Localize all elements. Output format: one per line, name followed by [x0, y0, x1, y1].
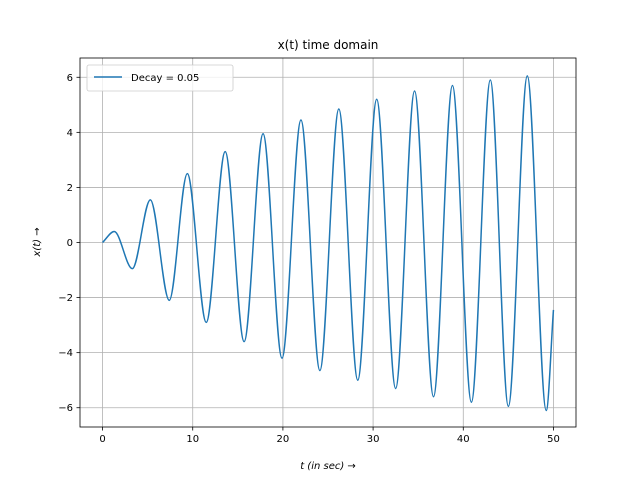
- x-tick-label: 50: [547, 434, 560, 445]
- y-tick-label: −6: [58, 403, 73, 414]
- x-tick-label: 30: [367, 434, 380, 445]
- x-tick-label: 0: [99, 434, 105, 445]
- x-tick-label: 40: [457, 434, 470, 445]
- chart-title: x(t) time domain: [278, 38, 379, 52]
- legend-label: Decay = 0.05: [131, 73, 199, 84]
- x-tick-label: 10: [186, 434, 199, 445]
- x-axis-label: t (in sec) →: [300, 461, 356, 472]
- grid: [80, 58, 576, 427]
- x-tick-label: 20: [277, 434, 290, 445]
- x-axis-arrow: →: [344, 461, 356, 472]
- y-tick-label: 0: [67, 238, 73, 249]
- y-axis-arrow: →: [32, 227, 43, 239]
- y-axis-label: x(t) →: [32, 227, 43, 257]
- y-tick-label: −4: [58, 348, 73, 359]
- y-tick-label: 4: [67, 128, 73, 139]
- y-tick-label: 6: [67, 73, 73, 84]
- ticks: 0 10 20 30 40 50 −6 −4 −2 0 2 4 6: [58, 73, 560, 445]
- legend: Decay = 0.05: [86, 64, 234, 92]
- x-axis-label-text: t (in sec): [300, 461, 344, 472]
- y-tick-label: −2: [58, 293, 73, 304]
- y-tick-label: 2: [67, 183, 73, 194]
- y-axis-label-text: x(t): [32, 239, 43, 258]
- legend-box: [86, 64, 234, 92]
- series-line: [102, 75, 555, 412]
